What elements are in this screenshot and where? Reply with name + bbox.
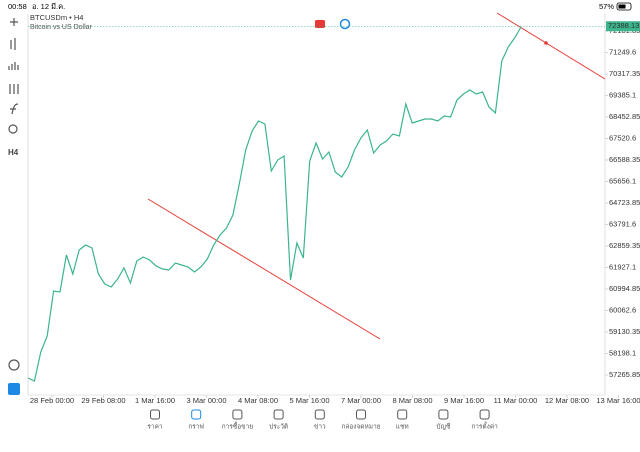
price-label: 58198.1 <box>609 348 636 357</box>
battery-level <box>618 4 626 9</box>
price-label: 64723.85 <box>609 198 640 207</box>
time-label: 12 Mar 08:00 <box>545 396 589 405</box>
time-label: 13 Mar 16:00 <box>596 396 640 405</box>
nav-icon[interactable] <box>397 409 408 420</box>
price-label: 61927.1 <box>609 262 636 271</box>
nav-label[interactable]: การตั้งค่า <box>471 422 498 431</box>
fibo-tool[interactable] <box>10 103 19 115</box>
price-label: 65656.1 <box>609 176 636 185</box>
time-label: 3 Mar 00:00 <box>186 396 226 405</box>
trend-line[interactable] <box>147 198 381 340</box>
buy-button[interactable] <box>339 18 351 30</box>
current-price-label: 72388.13 <box>608 21 639 30</box>
price-label: 70317.35 <box>609 69 640 78</box>
timeframe[interactable]: H4 <box>8 148 19 157</box>
price-label: 60994.85 <box>609 284 640 293</box>
time-label: 11 Mar 00:00 <box>494 396 538 405</box>
left-toolbar <box>8 18 20 371</box>
time-label: 4 Mar 08:00 <box>238 396 278 405</box>
battery-icon <box>616 2 632 11</box>
app-icon[interactable] <box>8 383 20 395</box>
price-label: 69385.1 <box>609 90 636 99</box>
price-label: 71249.6 <box>609 47 636 56</box>
nav-icon[interactable] <box>232 409 243 420</box>
trend-line[interactable] <box>496 12 606 80</box>
nav-label[interactable]: บัญชี <box>436 423 451 431</box>
status-battery: 57% <box>599 2 614 11</box>
symbol-subtitle: Bitcoin vs US Dollar <box>30 24 93 31</box>
nav-label[interactable]: ประวัติ <box>269 423 288 431</box>
nav-icon[interactable] <box>438 409 449 420</box>
current-price-box <box>606 21 640 32</box>
nav-icon[interactable] <box>150 409 160 420</box>
price-label: 68452.85 <box>609 112 640 121</box>
objects-tool[interactable] <box>9 84 19 94</box>
nav-icon[interactable] <box>356 409 366 420</box>
price-label: 60062.6 <box>609 305 636 314</box>
time-label: 9 Mar 16:00 <box>444 396 484 405</box>
status-date: อ. 12 มี.ค. <box>32 2 65 11</box>
nav-label[interactable]: ราคา <box>147 424 162 431</box>
bottom-nav: ราคา กราฟ การซื้อขาย ประวัติ ข่าว กล่องจดหมาย… <box>147 409 498 431</box>
shapes-tool[interactable] <box>8 124 18 134</box>
symbol-title: BTCUSDm • H4 <box>30 13 83 22</box>
price-label: 63791.6 <box>609 219 636 228</box>
crosshair-tool[interactable] <box>10 18 18 26</box>
sell-button[interactable] <box>315 20 325 28</box>
nav-label[interactable]: ข่าว <box>314 424 326 431</box>
time-label: 28 Feb 00:00 <box>30 396 74 405</box>
candles-tool[interactable] <box>10 38 16 50</box>
price-label: 59130.35 <box>609 327 640 336</box>
nav-label[interactable]: แชท <box>396 424 409 431</box>
nav-label[interactable]: กล่องจดหมาย <box>341 424 380 431</box>
nav-label[interactable]: การซื้อขาย <box>222 422 253 431</box>
nav-icon[interactable] <box>314 409 325 420</box>
nav-icon[interactable] <box>273 409 284 420</box>
price-line <box>27 26 522 382</box>
trade-tool[interactable] <box>8 359 20 371</box>
time-label: 1 Mar 16:00 <box>135 396 175 405</box>
status-time: 00:58 <box>8 2 27 11</box>
price-label: 57265.85 <box>609 370 640 379</box>
nav-icon[interactable] <box>191 409 202 420</box>
time-label: 5 Mar 16:00 <box>289 396 329 405</box>
price-label: 62859.35 <box>609 241 640 250</box>
nav-icon[interactable] <box>479 409 490 420</box>
time-label: 7 Mar 00:00 <box>341 396 381 405</box>
price-label: 67520.6 <box>609 133 636 142</box>
trend-handle[interactable] <box>544 41 548 45</box>
price-label: 66588.35 <box>609 155 640 164</box>
time-label: 8 Mar 08:00 <box>392 396 432 405</box>
indicators-tool[interactable] <box>8 62 19 70</box>
nav-label[interactable]: กราฟ <box>188 424 204 431</box>
time-label: 29 Feb 08:00 <box>81 396 125 405</box>
